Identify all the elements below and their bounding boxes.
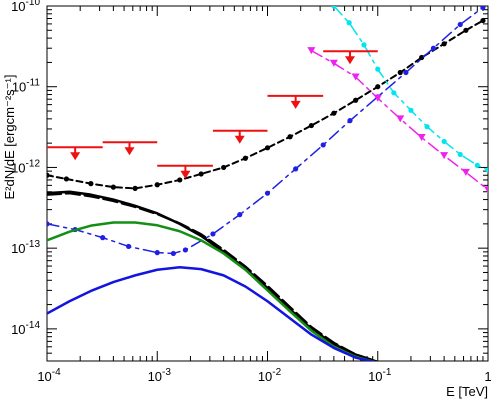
- y-tick-label: 10-12: [11, 158, 40, 175]
- series-point-0: [331, 110, 337, 116]
- series-point-3: [461, 168, 470, 176]
- series-point-2: [346, 20, 352, 26]
- series-point-0: [480, 17, 486, 24]
- upper-limit-arrow: [124, 147, 135, 156]
- series-point-0: [154, 182, 160, 188]
- series-point-2: [474, 162, 480, 168]
- series-point-0: [110, 184, 116, 190]
- tick-labels: 10-4 10-3 10-2 10-1 110-1410-1310-1210-1110-…: [11, 0, 491, 384]
- series-point-1: [182, 247, 188, 253]
- series-point-0: [221, 164, 227, 171]
- series-line-6: [47, 221, 376, 361]
- series-point-1: [170, 250, 176, 257]
- series-point-1: [457, 21, 463, 28]
- series-point-0: [397, 69, 403, 76]
- series-point-1: [480, 6, 486, 11]
- series-line-1: [47, 6, 484, 255]
- x-tick-label: 10-1: [368, 367, 392, 384]
- series-point-3: [484, 186, 488, 194]
- y-axis-title: E²dN/dE [ergcm⁻²s⁻¹]: [2, 75, 17, 200]
- series-point-2: [408, 107, 414, 113]
- series-point-1: [264, 190, 271, 196]
- series-point-2: [424, 124, 430, 130]
- series-point-0: [132, 185, 138, 191]
- series-point-0: [177, 177, 183, 183]
- series-point-1: [403, 69, 409, 76]
- x-tick-label: 10-2: [258, 367, 282, 384]
- series-point-0: [264, 145, 271, 151]
- series-line-7: [47, 266, 376, 361]
- x-axis-title: E [TeV]: [446, 384, 488, 399]
- upper-limit-arrow: [70, 152, 81, 161]
- series-point-2: [457, 151, 463, 158]
- series-line-5: [47, 191, 379, 361]
- series-point-3: [440, 152, 449, 160]
- series-point-1: [210, 231, 216, 237]
- y-tick-label: 10-10: [11, 0, 40, 14]
- series-point-0: [419, 54, 425, 61]
- series-point-0: [47, 172, 50, 178]
- series-point-3: [396, 115, 405, 123]
- series-point-0: [353, 97, 359, 103]
- series-point-0: [63, 176, 70, 182]
- series-point-2: [441, 138, 447, 145]
- series-point-1: [154, 250, 160, 256]
- upper-limit-arrow: [180, 170, 191, 179]
- axis-ticks: [46, 6, 488, 362]
- series-layer: [47, 6, 488, 361]
- upper-limits-layer: [47, 50, 378, 179]
- x-tick-label: 10-3: [148, 367, 172, 384]
- x-tick-label: 10-4: [37, 367, 61, 384]
- series-point-0: [287, 134, 293, 140]
- series-point-2: [391, 90, 397, 96]
- series-point-0: [308, 122, 314, 129]
- series-point-2: [361, 42, 367, 48]
- series-point-1: [320, 142, 326, 148]
- series-line-0: [47, 19, 484, 190]
- upper-limit-arrow: [234, 135, 245, 144]
- series-point-1: [100, 235, 106, 241]
- series-point-3: [373, 94, 382, 102]
- series-point-1: [47, 221, 50, 227]
- upper-limit-arrow: [290, 100, 301, 109]
- series-point-0: [441, 41, 447, 47]
- x-tick-label: 1: [484, 369, 491, 384]
- series-point-0: [242, 155, 248, 161]
- y-tick-label: 10-13: [11, 239, 40, 256]
- series-point-2: [331, 6, 337, 9]
- series-point-0: [463, 27, 469, 33]
- series-point-3: [417, 133, 426, 141]
- y-tick-label: 10-14: [11, 320, 40, 337]
- series-point-3: [307, 47, 316, 55]
- series-point-0: [198, 171, 204, 177]
- series-point-1: [347, 118, 353, 124]
- series-point-1: [237, 212, 243, 218]
- series-point-3: [329, 59, 338, 67]
- series-point-2: [375, 66, 381, 72]
- upper-limit-arrow: [344, 56, 355, 65]
- series-point-2: [485, 167, 488, 173]
- series-point-0: [375, 84, 381, 90]
- series-point-1: [430, 45, 437, 51]
- series-point-3: [351, 73, 360, 81]
- y-tick-label: 10-11: [12, 78, 41, 95]
- series-point-1: [126, 243, 132, 250]
- series-point-0: [88, 181, 94, 187]
- series-point-1: [293, 166, 299, 172]
- series-line-4: [47, 190, 379, 361]
